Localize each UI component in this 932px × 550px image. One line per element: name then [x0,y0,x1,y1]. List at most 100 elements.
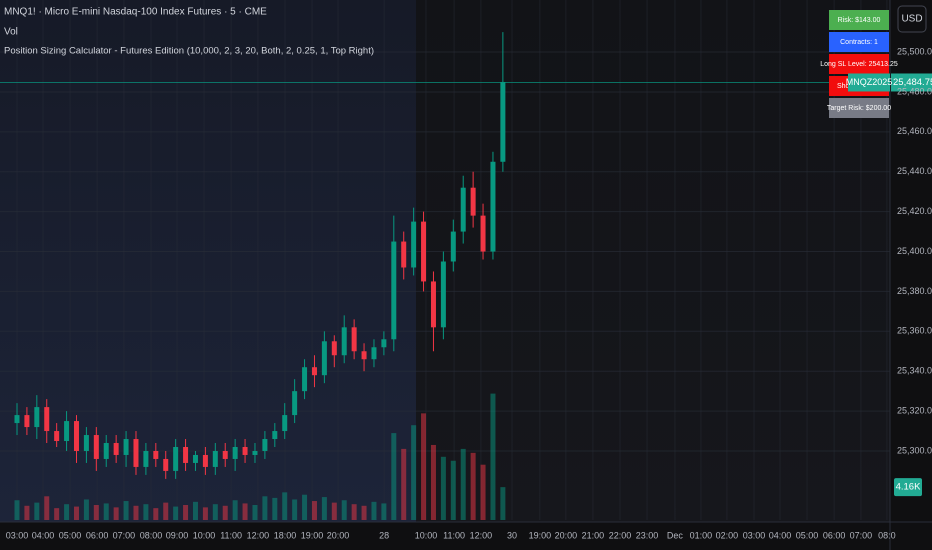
volume-bar [183,504,189,520]
volume-bar [64,504,70,520]
candle-body [14,415,20,424]
candle-body [470,187,476,216]
indicator-legend: Position Sizing Calculator - Futures Edi… [4,46,374,57]
y-tick-label: 25,340.00 [897,366,932,376]
candle-body [173,446,179,471]
x-tick-label: 22:00 [609,530,632,540]
volume-bar [222,505,228,520]
volume-bar [371,501,377,520]
candle-body [341,327,347,356]
volume-bar [83,499,89,520]
candle-body [282,415,288,432]
table-cell [829,32,889,52]
x-tick-label: 01:00 [690,530,713,540]
y-tick-label: 25,380.00 [897,286,932,296]
session-background [0,0,416,522]
volume-bar [460,448,466,520]
table-text: Contracts: 1 [840,39,878,46]
volume-bar [212,504,218,520]
x-tick-label: 07:00 [113,530,136,540]
last-price-label: 25,484.75 [893,77,932,88]
candle-body [93,435,99,459]
candle-body [192,454,198,463]
volume-bar [351,504,357,520]
volume-bar [163,502,169,520]
x-tick-label: 07:00 [850,530,873,540]
candle-body [34,407,40,428]
volume-bar [311,501,317,520]
volume-bar [292,499,298,520]
volume-bar [341,500,347,520]
candle-body [133,439,139,467]
x-tick-label: Dec [667,530,684,540]
candle-body [361,351,367,360]
candles [14,32,506,479]
currency-button[interactable] [897,5,927,33]
volume-bar [470,452,476,520]
y-tick-label: 25,400.00 [897,246,932,256]
volume [14,393,506,520]
candle-body [232,446,238,459]
volume-bar [331,502,337,520]
volume-bar [381,503,387,520]
candle-body [262,439,268,451]
x-tick-label: 23:00 [636,530,659,540]
candle-body [351,327,357,352]
x-tick-label: 02:00 [716,530,739,540]
y-tick-label: 25,300.00 [897,445,932,455]
candle-body [183,446,189,463]
candle-body [113,443,119,455]
y-tick-label: 25,480.00 [897,86,932,96]
volume-bar [24,505,30,520]
candle-body [212,450,218,467]
x-tick-label: 05:00 [59,530,82,540]
price-label-bg [891,73,932,92]
volume-bar [143,504,149,520]
candle-body [103,443,109,459]
x-tick-label: 18:00 [274,530,297,540]
volume-bar [500,487,506,520]
candle-body [202,454,208,467]
candle-body [500,81,506,162]
currency-label[interactable]: USD [901,14,922,25]
volume-bar [54,508,60,520]
x-tick-label: 04:00 [32,530,55,540]
candle-body [24,415,30,428]
x-tick-label: 21:00 [582,530,605,540]
volume-bar [430,444,436,520]
x-tick-label: 19:00 [301,530,324,540]
chart-title: MNQ1! · Micro E-mini Nasdaq-100 Index Fu… [4,7,267,18]
volume-bar [173,506,179,520]
candle-body [83,435,89,451]
table-text: Risk: $143.00 [838,17,881,24]
volume-label-bg [894,478,922,497]
candle-body [54,431,60,442]
volume-bar [123,501,129,520]
candle-body [123,439,129,455]
candle-body [450,231,456,262]
candle-body [440,261,446,328]
candle-body [460,187,466,232]
volume-bar [361,505,367,520]
volume-bar [242,503,248,520]
candle-body [153,450,159,459]
x-tick-label: 10:00 [193,530,216,540]
x-tick-label: 08:00 [140,530,163,540]
candle-body [292,391,298,416]
volume-bar [401,448,407,520]
candle-body [430,281,436,328]
volume-bar [391,433,397,520]
volume-bar [252,504,258,520]
y-tick-label: 25,440.00 [897,166,932,176]
volume-bar [93,504,99,520]
volume-bar [440,456,446,520]
volume-bar [302,494,308,520]
volume-value-label: 4.16K [896,482,921,493]
symbol-label-bg [848,73,890,92]
volume-legend: Vol [4,27,18,38]
candle-body [252,450,258,455]
x-tick-label: 12:00 [470,530,493,540]
y-tick-label: 25,320.00 [897,405,932,415]
volume-bar [262,496,268,520]
